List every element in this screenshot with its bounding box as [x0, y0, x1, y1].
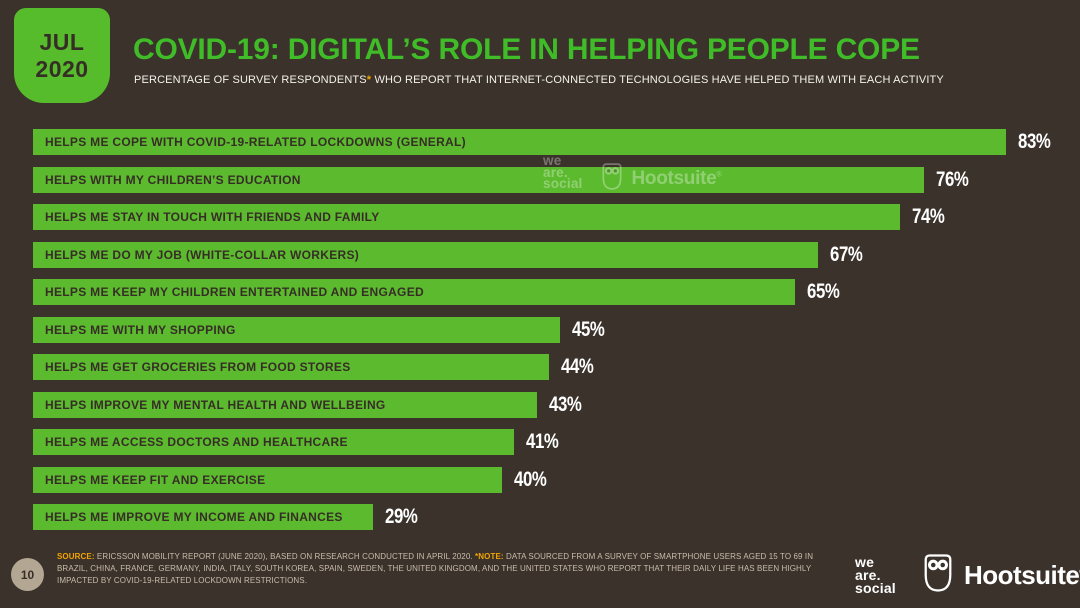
bar-row: HELPS ME KEEP FIT AND EXERCISE 40%: [33, 466, 1080, 493]
page-number-badge: 10: [11, 558, 44, 591]
bar-row: HELPS ME GET GROCERIES FROM FOOD STORES 4…: [33, 354, 1080, 380]
source-text: ERICSSON MOBILITY REPORT (JUNE 2020), BA…: [94, 552, 476, 561]
header: COVID-19: DIGITAL’S ROLE IN HELPING PEOP…: [133, 33, 1063, 86]
bar: HELPS ME COPE WITH COVID-19-RELATED LOCK…: [33, 129, 1006, 155]
bar-value: 41%: [526, 430, 559, 453]
date-badge: JUL 2020: [14, 8, 110, 103]
hootsuite-wordmark: Hootsuite®: [964, 560, 1080, 591]
we-are-social-line: we: [855, 554, 875, 570]
bar: HELPS IMPROVE MY MENTAL HEALTH AND WELLB…: [33, 391, 537, 418]
source-note: SOURCE: ERICSSON MOBILITY REPORT (JUNE 2…: [57, 551, 815, 586]
bar: HELPS ME KEEP MY CHILDREN ENTERTAINED AN…: [33, 279, 795, 305]
bar-value: 40%: [514, 467, 547, 491]
bar: HELPS ME STAY IN TOUCH WITH FRIENDS AND …: [33, 204, 900, 230]
bar-row: HELPS ME ACCESS DOCTORS AND HEALTHCARE 41…: [33, 429, 1080, 455]
hootsuite-logo: Hootsuite®: [921, 553, 1080, 598]
bar: HELPS ME DO MY JOB (WHITE-COLLAR WORKERS…: [33, 241, 818, 268]
bar-label: HELPS ME DO MY JOB (WHITE-COLLAR WORKERS…: [45, 247, 360, 262]
bar: HELPS ME IMPROVE MY INCOME AND FINANCES: [33, 504, 373, 530]
bar-row: HELPS WITH MY CHILDREN’S EDUCATION 76%: [33, 166, 1080, 193]
bar-row: HELPS ME IMPROVE MY INCOME AND FINANCES 2…: [33, 504, 1080, 530]
source-label: SOURCE:: [57, 552, 95, 561]
we-are-social-line: are.: [855, 566, 881, 583]
bar-value: 74%: [912, 205, 945, 228]
bar-value: 44%: [561, 355, 594, 378]
we-are-social-logo: we are. social: [855, 554, 896, 596]
page-subtitle: PERCENTAGE OF SURVEY RESPONDENTS* WHO RE…: [134, 74, 1063, 86]
bar: HELPS ME GET GROCERIES FROM FOOD STORES: [33, 354, 549, 380]
bar: HELPS ME WITH MY SHOPPING: [33, 316, 560, 343]
bar-value: 83%: [1018, 130, 1051, 153]
bar-label: HELPS ME COPE WITH COVID-19-RELATED LOCK…: [45, 135, 466, 149]
note-text: DATA SOURCED FROM A SURVEY OF SMARTPHONE…: [57, 552, 814, 585]
subtitle-text-before: PERCENTAGE OF SURVEY RESPONDENTS: [134, 74, 367, 86]
bar-value: 45%: [572, 317, 605, 341]
bar-row: HELPS ME WITH MY SHOPPING 45%: [33, 316, 1080, 343]
bar-value: 43%: [549, 392, 582, 416]
subtitle-asterisk: *: [366, 74, 372, 86]
bar: HELPS ME KEEP FIT AND EXERCISE: [33, 466, 502, 493]
bar-value: 29%: [385, 505, 418, 528]
bar-label: HELPS ME ACCESS DOCTORS AND HEALTHCARE: [45, 435, 348, 449]
bar-label: HELPS IMPROVE MY MENTAL HEALTH AND WELLB…: [45, 397, 386, 412]
bar-label: HELPS ME GET GROCERIES FROM FOOD STORES: [45, 360, 351, 374]
bar: HELPS WITH MY CHILDREN’S EDUCATION: [33, 166, 924, 193]
bar-row: HELPS ME DO MY JOB (WHITE-COLLAR WORKERS…: [33, 241, 1080, 268]
bar-row: HELPS ME KEEP MY CHILDREN ENTERTAINED AN…: [33, 279, 1080, 305]
hootsuite-owl-icon: [921, 553, 955, 598]
bar-chart: HELPS ME COPE WITH COVID-19-RELATED LOCK…: [33, 129, 1080, 542]
bar-value: 67%: [830, 242, 863, 266]
bar-value: 65%: [807, 280, 840, 303]
page-number: 10: [20, 567, 35, 582]
bar-label: HELPS ME KEEP FIT AND EXERCISE: [45, 472, 266, 487]
subtitle-text-after: WHO REPORT THAT INTERNET-CONNECTED TECHN…: [371, 74, 944, 86]
bar-row: HELPS ME COPE WITH COVID-19-RELATED LOCK…: [33, 129, 1080, 155]
bar-row: HELPS ME STAY IN TOUCH WITH FRIENDS AND …: [33, 204, 1080, 230]
page-title: COVID-19: DIGITAL’S ROLE IN HELPING PEOP…: [133, 33, 920, 66]
bar: HELPS ME ACCESS DOCTORS AND HEALTHCARE: [33, 429, 514, 455]
bar-label: HELPS ME KEEP MY CHILDREN ENTERTAINED AN…: [45, 285, 424, 299]
we-are-social-line: social: [855, 579, 896, 596]
bar-label: HELPS ME IMPROVE MY INCOME AND FINANCES: [45, 510, 343, 524]
bar-value: 76%: [936, 167, 969, 191]
bar-label: HELPS WITH MY CHILDREN’S EDUCATION: [45, 172, 301, 187]
bar-label: HELPS ME STAY IN TOUCH WITH FRIENDS AND …: [45, 210, 380, 224]
badge-year: 2020: [35, 55, 89, 82]
note-label: *NOTE:: [475, 552, 504, 561]
bar-row: HELPS IMPROVE MY MENTAL HEALTH AND WELLB…: [33, 391, 1080, 418]
badge-month: JUL: [39, 28, 85, 55]
bar-label: HELPS ME WITH MY SHOPPING: [45, 322, 236, 337]
